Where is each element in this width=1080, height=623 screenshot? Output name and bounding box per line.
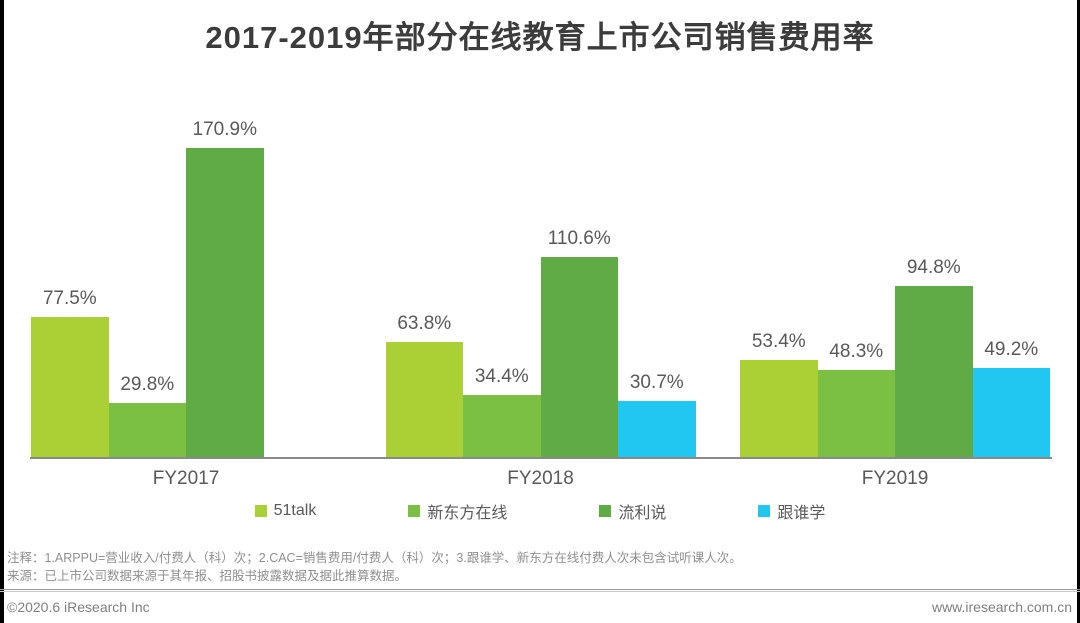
footnote-line-2: 来源：已上市公司数据来源于其年报、招股书披露数据及据此推算数据。	[7, 569, 408, 583]
bar-51talk-FY2019: 53.4%	[740, 331, 818, 457]
bar-group-FY2017: 77.5% 29.8% 170.9%	[31, 119, 342, 457]
screen-edge-right	[1077, 0, 1080, 623]
legend-swatch-icon	[599, 505, 612, 517]
bar-group-FY2019: 53.4% 48.3% 94.8% 49.2%	[740, 148, 1050, 457]
bar-流利说-FY2017: 170.9%	[186, 119, 264, 457]
legend-label: 新东方在线	[427, 505, 508, 522]
bar-chart-plot-area: 77.5% 29.8% 170.9% 63.8% 34.4% 110.6% 30.7% 53.…	[31, 119, 1050, 457]
x-axis-label-FY2019: FY2019	[861, 468, 929, 489]
bar-slot: 48.3%	[817, 148, 895, 457]
x-axis-label-FY2018: FY2018	[507, 468, 574, 489]
bar-value-label: 34.4%	[474, 366, 529, 387]
bar-新东方在线-FY2017: 29.8%	[108, 374, 186, 457]
website-link[interactable]: www.iresearch.com.cn	[931, 599, 1072, 615]
bar-slot: 110.6%	[540, 148, 618, 457]
footnotes: 注释：1.ARPPU=营业收入/付费人（科）次；2.CAC=销售费用/付费人（科…	[7, 549, 1073, 585]
bar-51talk-FY2018: 63.8%	[385, 313, 463, 457]
x-axis-line	[30, 457, 1052, 459]
bar-slot: 77.5%	[31, 148, 109, 457]
bar-value-label: 53.4%	[751, 331, 806, 352]
bar-group-FY2018: 63.8% 34.4% 110.6% 30.7%	[385, 148, 696, 457]
bar-slot	[264, 148, 342, 457]
legend-item-新东方在线: 新东方在线	[408, 499, 507, 523]
bar-slot: 30.7%	[618, 148, 696, 457]
footnote-line-1: 注释：1.ARPPU=营业收入/付费人（科）次；2.CAC=销售费用/付费人（科…	[7, 551, 742, 565]
chart-legend: 51talk 新东方在线 流利说 跟谁学	[0, 499, 1080, 523]
legend-label: 流利说	[618, 505, 667, 522]
bar-slot: 53.4%	[740, 148, 818, 457]
legend-swatch-icon	[408, 505, 421, 517]
legend-item-51talk: 51talk	[254, 502, 317, 520]
bar-slot: 94.8%	[895, 148, 973, 457]
bar-跟谁学-FY2019: 49.2%	[972, 339, 1050, 457]
bar-value-label: 49.2%	[984, 339, 1039, 360]
screen-edge-left	[0, 0, 4, 623]
bar-slot: 29.8%	[108, 148, 186, 457]
bar-slot: 34.4%	[463, 148, 541, 457]
legend-swatch-icon	[254, 505, 267, 517]
legend-item-流利说: 流利说	[599, 499, 666, 523]
bar-value-label: 94.8%	[906, 257, 961, 278]
legend-label: 51talk	[273, 502, 317, 519]
bar-slot: 63.8%	[385, 148, 463, 457]
bar-51talk-FY2017: 77.5%	[31, 288, 109, 457]
legend-item-跟谁学: 跟谁学	[758, 499, 825, 523]
bar-流利说-FY2019: 94.8%	[895, 257, 973, 457]
x-axis-label-FY2017: FY2017	[152, 468, 220, 489]
copyright-text: ©2020.6 iResearch Inc	[7, 599, 150, 615]
footer-bar: ©2020.6 iResearch Inc www.iresearch.com.…	[7, 599, 1072, 615]
bar-value-label: 30.7%	[629, 372, 684, 393]
bar-跟谁学-FY2018: 30.7%	[618, 372, 696, 457]
bar-value-label: 63.8%	[397, 313, 452, 334]
x-axis-labels: FY2017 FY2018 FY2019	[31, 468, 1050, 490]
bar-value-label: 170.9%	[192, 119, 257, 140]
bar-流利说-FY2018: 110.6%	[540, 228, 618, 457]
chart-title: 2017-2019年部分在线教育上市公司销售费用率	[205, 20, 875, 55]
bar-新东方在线-FY2018: 34.4%	[463, 366, 541, 457]
bar-slot: 49.2%	[972, 148, 1050, 457]
bar-value-label: 29.8%	[120, 374, 175, 395]
bar-新东方在线-FY2019: 48.3%	[817, 341, 895, 457]
legend-swatch-icon	[758, 505, 771, 517]
bar-value-label: 110.6%	[547, 228, 611, 249]
bar-slot: 170.9%	[186, 119, 264, 457]
bar-value-label: 77.5%	[42, 288, 97, 309]
footer-separator-line	[0, 589, 1080, 592]
legend-label: 跟谁学	[777, 505, 826, 522]
bar-value-label: 48.3%	[829, 341, 884, 362]
